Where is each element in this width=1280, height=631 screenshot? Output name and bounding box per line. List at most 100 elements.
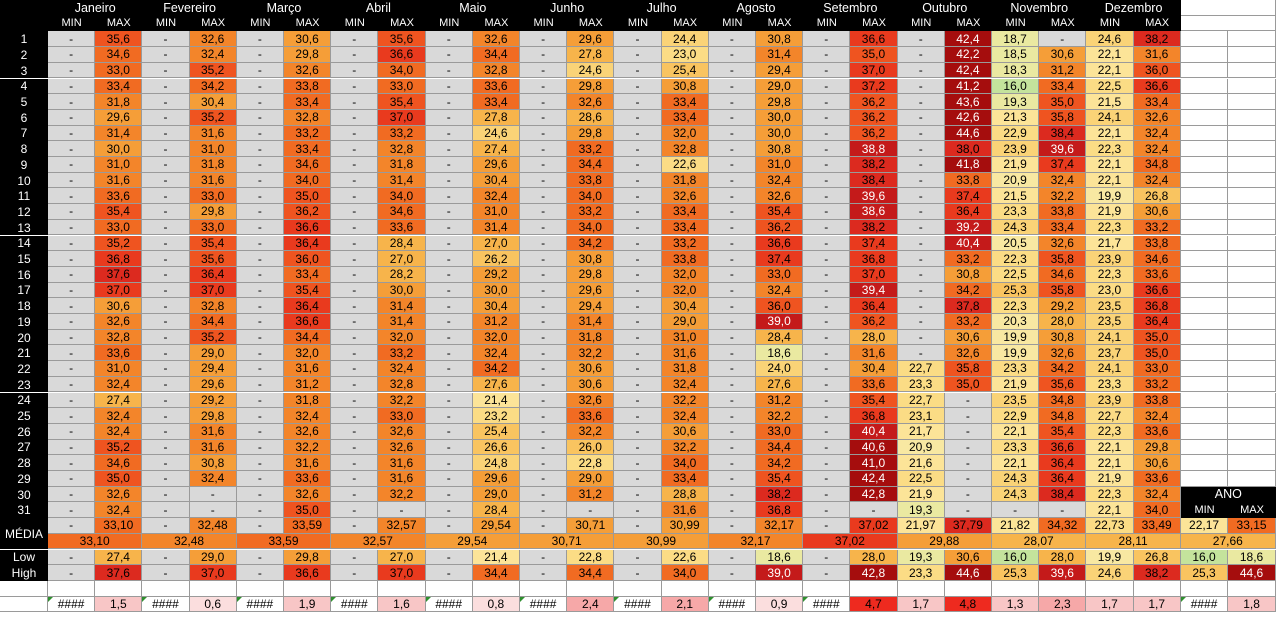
day-cell[interactable]: - xyxy=(897,329,945,346)
day-cell[interactable]: - xyxy=(48,125,96,142)
day-cell[interactable]: 31,6 xyxy=(189,172,237,189)
empty-cell[interactable] xyxy=(1275,392,1280,409)
diff-cell[interactable]: 1,3 xyxy=(992,596,1040,613)
low-cell[interactable]: 19,3 xyxy=(897,549,945,566)
day-cell[interactable]: 36,4 xyxy=(850,298,898,314)
day-cell[interactable]: - xyxy=(48,219,96,236)
day-cell[interactable]: 32,6 xyxy=(378,439,426,456)
empty-cell[interactable] xyxy=(1228,141,1276,157)
day-cell[interactable]: 31,0 xyxy=(95,361,143,377)
empty-cell[interactable] xyxy=(1275,518,1280,534)
day-cell[interactable]: - xyxy=(520,188,568,205)
day-label[interactable]: 10 xyxy=(0,172,48,189)
day-cell[interactable]: - xyxy=(897,109,945,126)
day-cell[interactable]: 35,6 xyxy=(189,251,237,267)
day-cell[interactable]: - xyxy=(614,235,662,252)
day-cell[interactable]: 26,2 xyxy=(472,251,520,267)
day-cell[interactable]: - xyxy=(520,47,568,63)
day-label[interactable]: 17 xyxy=(0,282,48,299)
high-label[interactable]: High xyxy=(0,565,48,581)
day-cell[interactable]: 35,4 xyxy=(1039,423,1087,440)
day-cell[interactable]: - xyxy=(331,439,379,456)
day-cell[interactable]: - xyxy=(520,361,568,377)
empty-cell[interactable] xyxy=(1275,533,1280,550)
empty-cell[interactable] xyxy=(1275,188,1280,205)
day-cell[interactable]: - xyxy=(1039,502,1087,519)
day-cell[interactable]: 33,0 xyxy=(1133,361,1181,377)
day-cell[interactable]: - xyxy=(803,235,851,252)
media-cell[interactable]: - xyxy=(331,518,379,534)
day-cell[interactable]: 22,3 xyxy=(1086,141,1134,157)
day-cell[interactable]: - xyxy=(803,329,851,346)
empty-cell[interactable] xyxy=(1180,172,1229,189)
day-label[interactable]: 20 xyxy=(0,329,48,346)
empty-cell[interactable] xyxy=(284,580,332,597)
day-cell[interactable]: - xyxy=(897,62,945,79)
day-cell[interactable]: 35,2 xyxy=(189,62,237,79)
day-cell[interactable]: - xyxy=(48,423,96,440)
day-cell[interactable]: 36,8 xyxy=(1133,298,1181,314)
min-col-header[interactable]: MIN xyxy=(142,15,190,32)
day-cell[interactable]: - xyxy=(708,94,756,110)
high-cell[interactable]: - xyxy=(520,565,568,581)
day-cell[interactable]: 36,4 xyxy=(1133,314,1181,330)
day-cell[interactable]: 38,8 xyxy=(850,141,898,157)
day-cell[interactable]: 32,4 xyxy=(189,471,237,487)
day-cell[interactable]: - xyxy=(425,361,473,377)
day-cell[interactable]: - xyxy=(425,455,473,471)
day-cell[interactable]: - xyxy=(236,329,284,346)
day-cell[interactable]: - xyxy=(520,455,568,471)
day-cell[interactable]: 19,9 xyxy=(1086,188,1134,205)
day-cell[interactable]: - xyxy=(897,219,945,236)
day-cell[interactable]: 33,2 xyxy=(378,125,426,142)
month-header[interactable]: Agosto xyxy=(708,0,804,16)
day-cell[interactable]: 31,0 xyxy=(95,157,143,173)
day-cell[interactable]: 29,8 xyxy=(567,78,615,95)
empty-cell[interactable] xyxy=(1275,565,1280,581)
media-cell[interactable]: 22,73 xyxy=(1086,518,1134,534)
day-cell[interactable]: 32,2 xyxy=(661,439,709,456)
day-cell[interactable]: - xyxy=(142,31,190,48)
day-cell[interactable]: 31,0 xyxy=(661,329,709,346)
day-cell[interactable]: 36,6 xyxy=(850,31,898,48)
day-cell[interactable]: 19,9 xyxy=(992,345,1040,362)
day-cell[interactable]: 24,1 xyxy=(1086,109,1134,126)
day-cell[interactable]: - xyxy=(142,329,190,346)
day-cell[interactable]: - xyxy=(944,392,992,409)
day-cell[interactable]: - xyxy=(520,251,568,267)
day-cell[interactable]: - xyxy=(708,172,756,189)
day-cell[interactable]: 33,6 xyxy=(284,471,332,487)
empty-cell[interactable] xyxy=(1228,172,1276,189)
day-cell[interactable]: - xyxy=(520,298,568,314)
day-cell[interactable]: - xyxy=(142,62,190,79)
day-cell[interactable]: - xyxy=(708,109,756,126)
empty-cell[interactable] xyxy=(1228,204,1276,220)
low-cell[interactable]: - xyxy=(142,549,190,566)
day-cell[interactable]: 32,0 xyxy=(661,125,709,142)
day-cell[interactable]: 32,4 xyxy=(378,361,426,377)
empty-cell[interactable] xyxy=(1275,204,1280,220)
empty-cell[interactable] xyxy=(1228,329,1276,346)
empty-cell[interactable] xyxy=(1228,471,1276,487)
day-cell[interactable]: - xyxy=(142,157,190,173)
day-cell[interactable]: - xyxy=(48,376,96,393)
media-cell[interactable]: 34,32 xyxy=(1039,518,1087,534)
day-cell[interactable]: 23,5 xyxy=(1086,314,1134,330)
day-cell[interactable]: - xyxy=(897,125,945,142)
day-cell[interactable]: 27,4 xyxy=(472,141,520,157)
high-cell[interactable]: 38,2 xyxy=(1133,565,1181,581)
low-cell[interactable]: - xyxy=(614,549,662,566)
diff-cell[interactable]: 1,5 xyxy=(95,596,143,613)
day-cell[interactable]: 36,6 xyxy=(756,235,804,252)
day-cell[interactable]: - xyxy=(142,204,190,220)
day-cell[interactable]: - xyxy=(425,157,473,173)
low-cell[interactable]: - xyxy=(425,549,473,566)
day-cell[interactable]: 36,0 xyxy=(756,298,804,314)
day-cell[interactable]: - xyxy=(614,219,662,236)
day-cell[interactable]: 35,0 xyxy=(284,188,332,205)
day-cell[interactable]: - xyxy=(614,329,662,346)
day-cell[interactable]: - xyxy=(236,219,284,236)
day-cell[interactable]: - xyxy=(48,266,96,283)
day-cell[interactable]: - xyxy=(48,361,96,377)
day-cell[interactable]: 19,3 xyxy=(897,502,945,519)
